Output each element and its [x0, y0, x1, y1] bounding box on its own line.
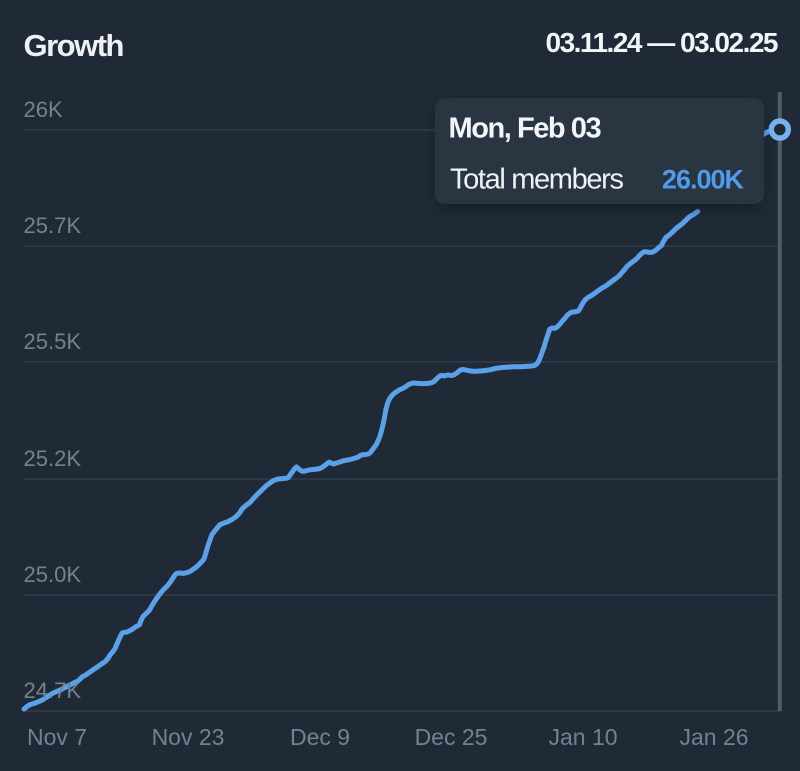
svg-text:26.00K: 26.00K: [662, 165, 745, 195]
svg-text:Mon, Feb 03: Mon, Feb 03: [449, 113, 602, 145]
svg-text:25.2K: 25.2K: [24, 446, 82, 471]
svg-text:25.5K: 25.5K: [24, 329, 82, 354]
svg-text:24.7K: 24.7K: [24, 678, 82, 703]
svg-text:Total members: Total members: [450, 164, 623, 196]
svg-text:26K: 26K: [24, 97, 63, 122]
svg-text:Jan 10: Jan 10: [548, 724, 617, 750]
svg-text:Dec 25: Dec 25: [415, 724, 488, 750]
svg-text:25.7K: 25.7K: [24, 213, 82, 238]
svg-text:Nov 7: Nov 7: [27, 724, 87, 750]
svg-text:25.0K: 25.0K: [24, 562, 82, 587]
svg-text:Jan 26: Jan 26: [679, 724, 748, 750]
svg-text:03.11.24 — 03.02.25: 03.11.24 — 03.02.25: [546, 27, 778, 58]
svg-text:Nov 23: Nov 23: [152, 724, 225, 750]
svg-text:Growth: Growth: [24, 28, 124, 63]
svg-text:Dec 9: Dec 9: [290, 724, 350, 750]
